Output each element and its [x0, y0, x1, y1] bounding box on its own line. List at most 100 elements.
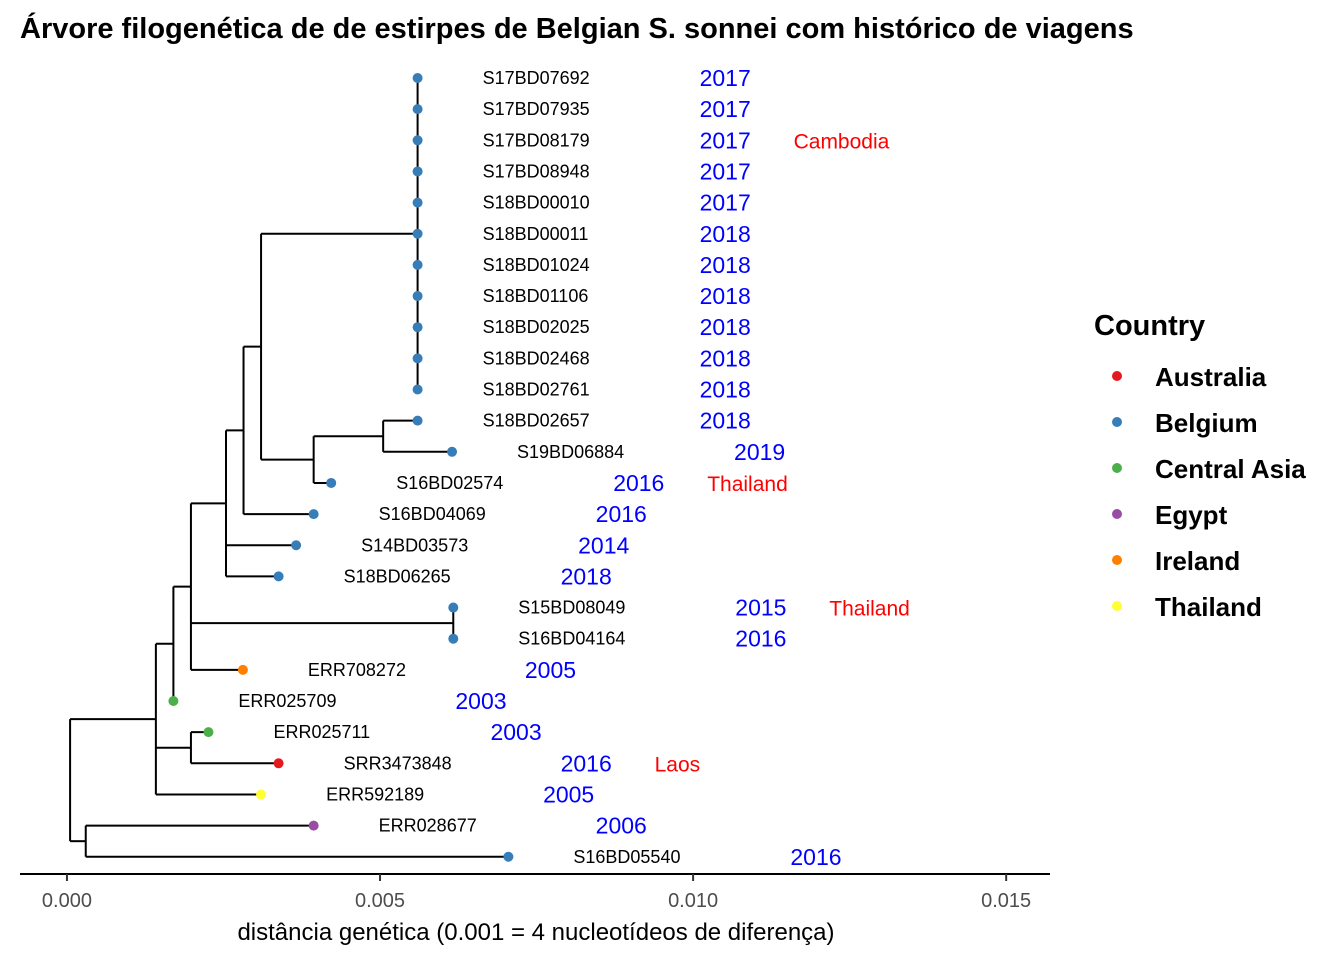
- tip-year-label: 2018: [700, 345, 751, 371]
- tip-label: ERR708272: [308, 660, 406, 680]
- tip-year-label: 2017: [700, 96, 751, 122]
- x-tick-label: 0.010: [668, 890, 718, 912]
- tip-label: ERR025709: [238, 691, 336, 711]
- tip-year-label: 2003: [455, 688, 506, 714]
- tip-point: [412, 322, 423, 333]
- tip-year-label: 2018: [700, 314, 751, 340]
- tip-year-label: 2005: [525, 657, 576, 683]
- tip-travel-label: Laos: [655, 753, 701, 776]
- tip-point: [168, 696, 179, 706]
- legend-key: [1112, 601, 1122, 611]
- tip-label: ERR025711: [273, 722, 370, 742]
- legend-key: [1112, 417, 1122, 427]
- legend-label: Ireland: [1155, 546, 1240, 576]
- tip-label: S14BD03573: [361, 535, 468, 555]
- tip-label: S17BD08179: [483, 130, 590, 150]
- tip-label: S15BD08049: [518, 598, 625, 618]
- tip-point: [412, 353, 423, 364]
- tip-point: [412, 384, 423, 395]
- x-axis: 0.000 0.005 0.010 0.015: [20, 873, 1050, 912]
- tip-label: ERR592189: [326, 784, 424, 804]
- tip-label: S17BD07692: [483, 68, 590, 88]
- legend-items: Australia Belgium Central Asia Egypt Ireland…: [1112, 362, 1306, 622]
- tip-year-label: 2015: [735, 595, 786, 621]
- tip-year-label: 2019: [734, 439, 785, 465]
- tip-label: S16BD05540: [573, 847, 680, 867]
- tip-point: [308, 509, 319, 520]
- x-tick-label: 0.015: [981, 890, 1031, 912]
- tip-point: [412, 104, 423, 115]
- tip-year-label: 2006: [596, 813, 647, 839]
- tip-label: S17BD08948: [483, 161, 590, 181]
- tip-point: [412, 197, 423, 208]
- tip-point: [503, 851, 514, 862]
- tree-tips: S17BD07692 2017 S17BD07935 2017 S17BD08179 20…: [168, 65, 910, 870]
- tip-year-label: 2018: [700, 377, 751, 403]
- tip-year-label: 2017: [700, 190, 751, 216]
- tip-travel-label: Cambodia: [794, 130, 890, 153]
- x-axis-label: distância genética (0.001 = 4 nucleotíde…: [237, 919, 834, 946]
- tip-label: S18BD02657: [483, 411, 590, 431]
- tip-travel-label: Thailand: [829, 598, 910, 621]
- tip-label: S19BD06884: [517, 442, 624, 462]
- tip-label: S17BD07935: [483, 99, 590, 119]
- legend-key: [1112, 509, 1122, 519]
- tip-point: [326, 477, 337, 488]
- tip-year-label: 2017: [700, 158, 751, 184]
- tip-label: S18BD02025: [483, 317, 590, 337]
- legend-label: Australia: [1155, 362, 1267, 392]
- x-axis-ticks: 0.000 0.005 0.010 0.015: [42, 874, 1031, 912]
- tip-label: S16BD04069: [379, 504, 486, 524]
- chart-title: Árvore filogenética de de estirpes de Be…: [20, 11, 1134, 45]
- tip-label: S16BD04164: [518, 629, 625, 649]
- tip-year-label: 2018: [700, 283, 751, 309]
- tip-travel-label: Thailand: [707, 473, 788, 496]
- tip-year-label: 2018: [561, 563, 612, 589]
- tip-label: S18BD06265: [344, 566, 451, 586]
- tip-year-label: 2018: [700, 221, 751, 247]
- x-tick-label: 0.005: [355, 890, 405, 912]
- tip-year-label: 2003: [490, 719, 541, 745]
- x-tick-label: 0.000: [42, 890, 92, 912]
- legend-key: [1112, 463, 1122, 473]
- legend: Country Australia Belgium Central Asia Egyp…: [1094, 310, 1306, 622]
- tip-point: [412, 73, 423, 83]
- tip-year-label: 2016: [790, 844, 841, 870]
- tip-year-label: 2005: [543, 781, 594, 807]
- legend-label: Central Asia: [1155, 454, 1306, 484]
- tip-year-label: 2016: [735, 626, 786, 652]
- legend-title: Country: [1094, 310, 1205, 342]
- tip-point: [412, 291, 423, 302]
- tip-point: [203, 727, 214, 738]
- tip-year-label: 2017: [700, 127, 751, 153]
- tip-point: [412, 166, 423, 177]
- tip-year-label: 2017: [700, 65, 751, 91]
- tip-point: [273, 758, 284, 769]
- tip-point: [448, 633, 459, 644]
- tip-point: [308, 820, 319, 831]
- tip-label: S16BD02574: [396, 473, 503, 493]
- tip-year-label: 2018: [700, 408, 751, 434]
- tip-point: [412, 259, 423, 270]
- tip-point: [448, 602, 459, 613]
- legend-key: [1112, 371, 1122, 381]
- tip-label: ERR028677: [379, 816, 477, 836]
- tip-point: [412, 228, 423, 239]
- tip-point: [412, 415, 423, 426]
- tip-label: S18BD02468: [483, 348, 590, 368]
- tip-year-label: 2016: [613, 470, 664, 496]
- tip-label: S18BD01106: [483, 286, 589, 306]
- tip-label: SRR3473848: [344, 753, 452, 773]
- tip-point: [237, 664, 248, 675]
- tip-point: [256, 789, 267, 800]
- legend-label: Egypt: [1155, 500, 1228, 530]
- tip-point: [291, 540, 302, 551]
- tip-year-label: 2016: [596, 501, 647, 527]
- tip-label: S18BD02761: [483, 380, 590, 400]
- tip-label: S18BD00010: [483, 193, 590, 213]
- tip-year-label: 2014: [578, 532, 629, 558]
- tip-label: S18BD00011: [483, 224, 589, 244]
- tip-point: [412, 135, 423, 146]
- legend-label: Belgium: [1155, 408, 1258, 438]
